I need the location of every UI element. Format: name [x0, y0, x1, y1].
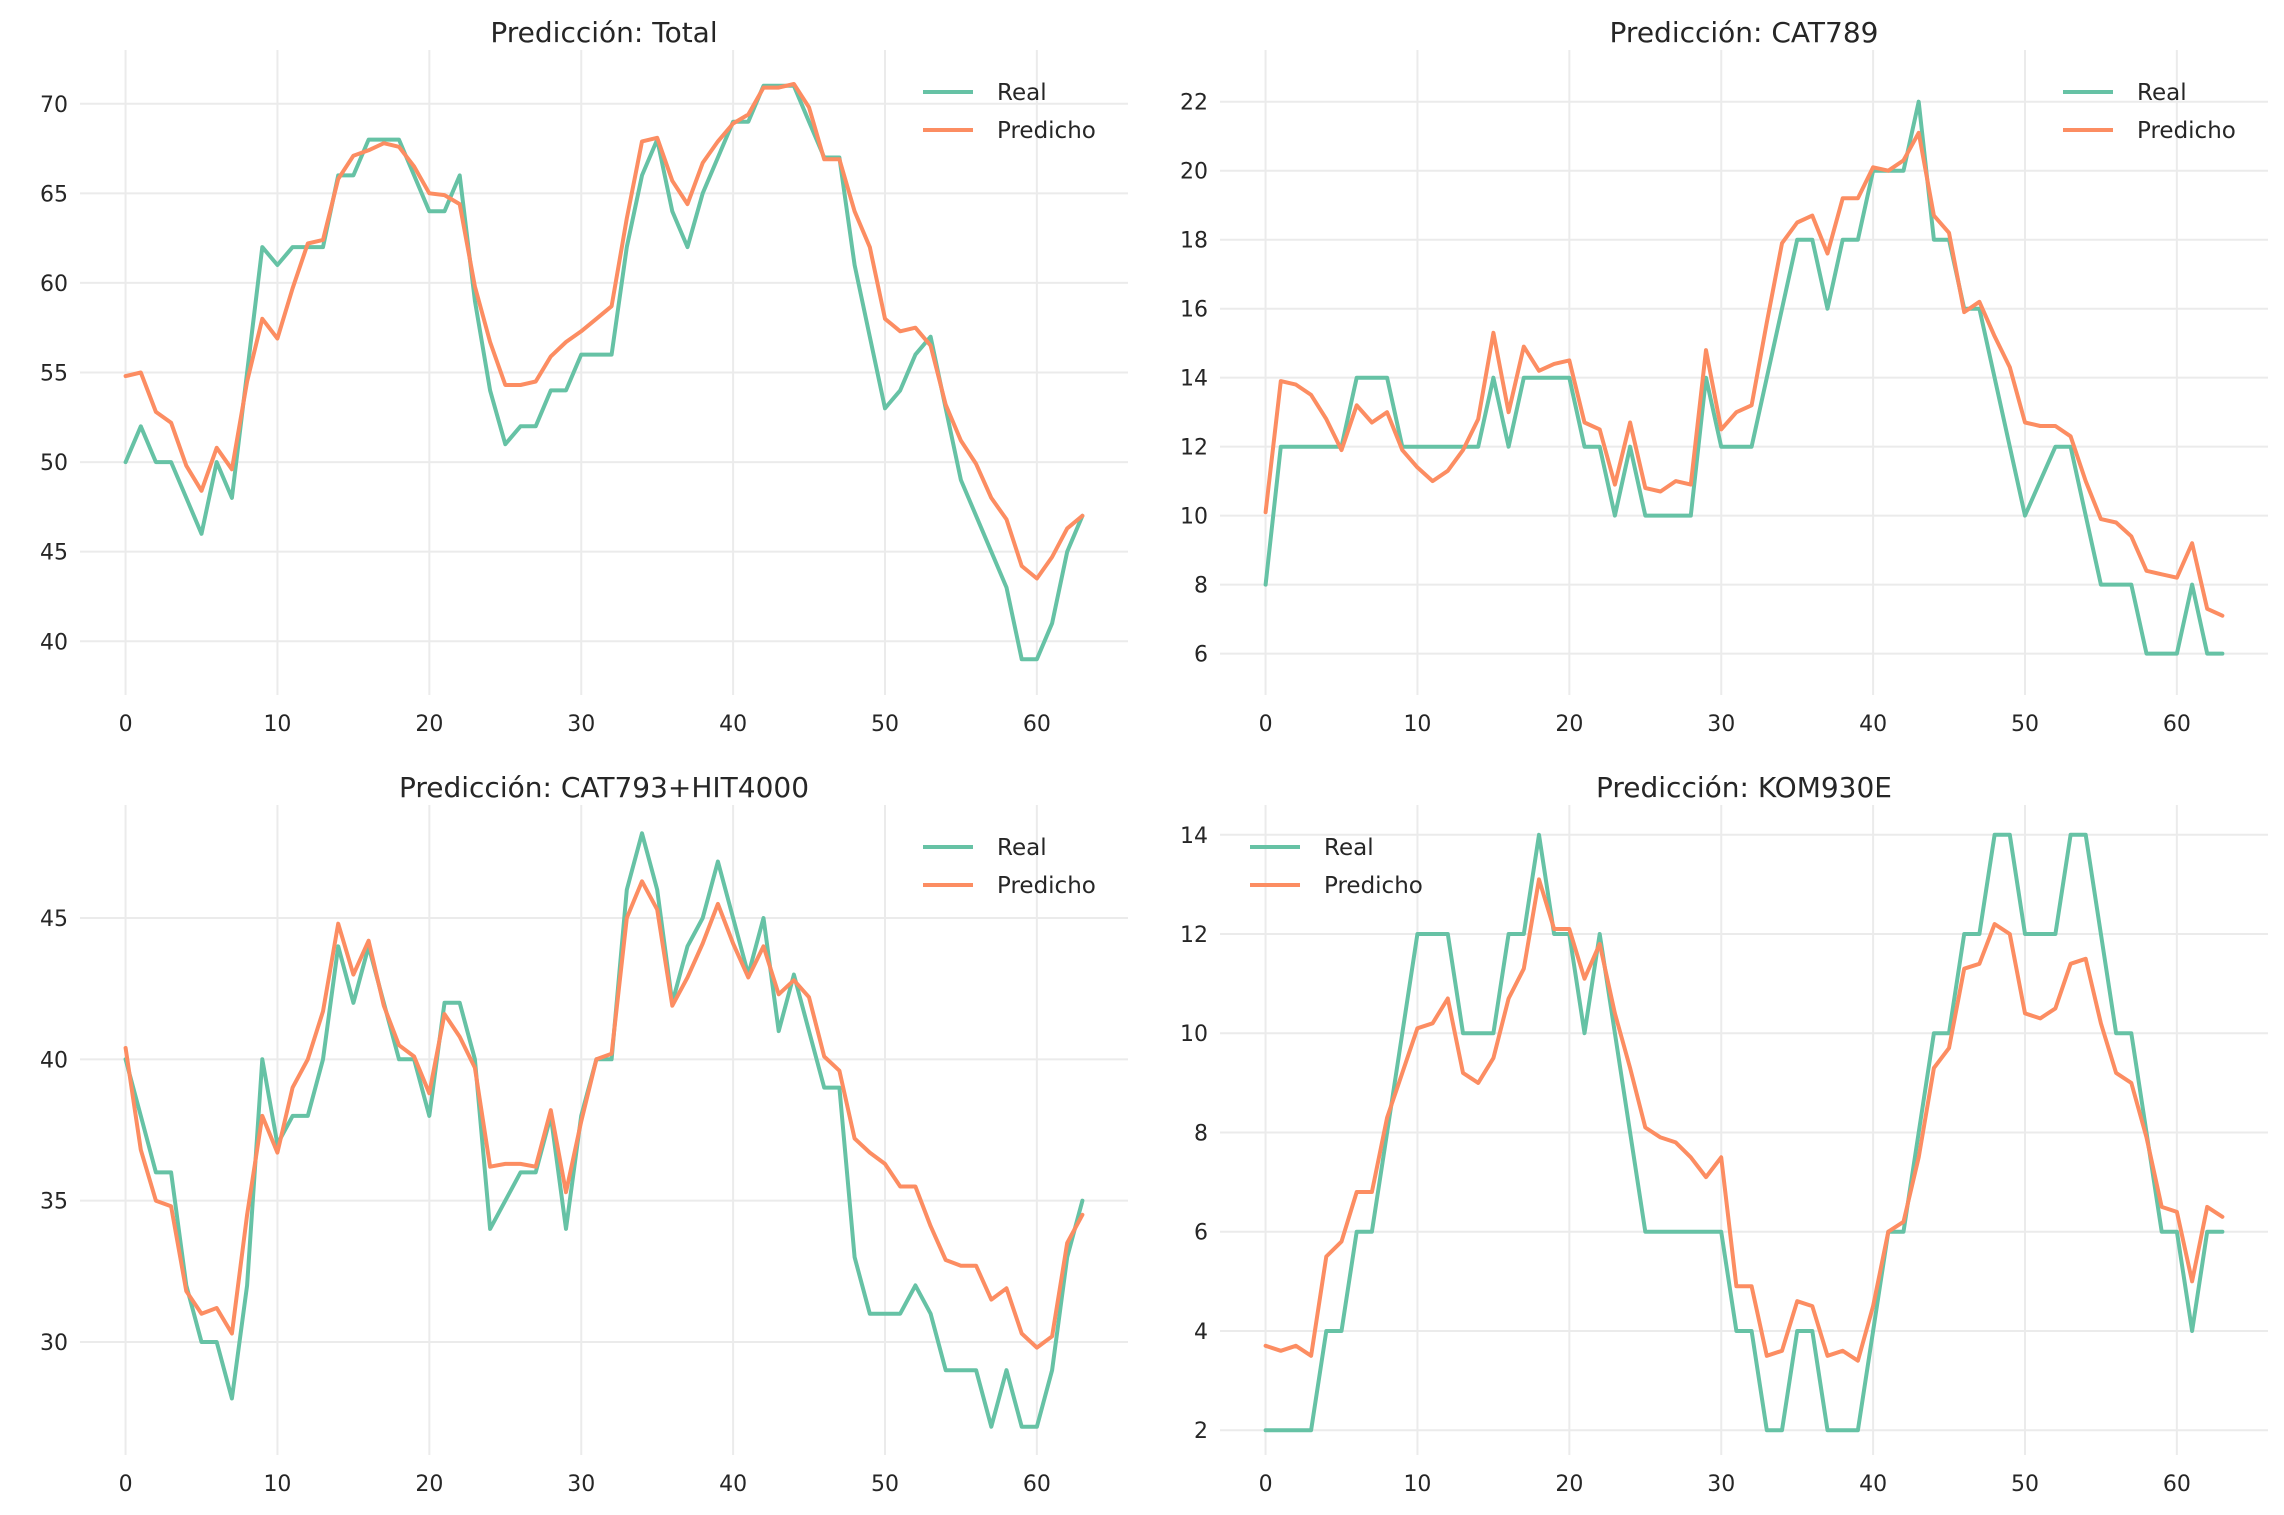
x-tick-label: 10 [1403, 1472, 1431, 1497]
y-tick-label: 65 [40, 182, 68, 207]
x-tick-label: 20 [1555, 1472, 1583, 1497]
x-tick-label: 30 [1707, 1472, 1735, 1497]
x-tick-label: 0 [1259, 1472, 1273, 1497]
x-tick-label: 60 [1023, 712, 1051, 737]
series-line-real [1263, 832, 2225, 1433]
x-tick-label: 40 [1859, 1472, 1887, 1497]
x-tick-label: 10 [263, 712, 291, 737]
chart-title: Predicción: CAT789 [1610, 16, 1879, 49]
legend-label: Predicho [997, 873, 1096, 899]
y-tick-label: 40 [40, 1048, 68, 1073]
chart-title: Predicción: CAT793+HIT4000 [399, 771, 809, 804]
legend: Real Predicho [2063, 80, 2236, 144]
legend-label: Real [997, 80, 1047, 106]
x-tick-label: 50 [2011, 712, 2039, 737]
x-tick-label: 60 [1023, 1472, 1051, 1497]
legend: Real Predicho [923, 80, 1096, 144]
y-tick-label: 2 [1194, 1419, 1208, 1444]
x-tick-label: 30 [1707, 712, 1735, 737]
y-tick-label: 14 [1180, 367, 1208, 392]
series-line-predicho [123, 879, 1085, 1350]
legend-label: Predicho [2137, 118, 2236, 144]
chart-title: Predicción: KOM930E [1596, 771, 1892, 804]
x-tick-label: 20 [415, 712, 443, 737]
y-tick-label: 22 [1180, 91, 1208, 116]
y-tick-label: 20 [1180, 160, 1208, 185]
x-tick-label: 40 [1859, 712, 1887, 737]
x-tick-label: 30 [567, 1472, 595, 1497]
y-tick-label: 70 [40, 93, 68, 118]
y-tick-label: 10 [1180, 505, 1208, 530]
y-tick-label: 8 [1194, 574, 1208, 599]
legend: Real Predicho [923, 835, 1096, 899]
y-tick-label: 12 [1180, 436, 1208, 461]
chart-title: Predicción: Total [490, 16, 717, 49]
series-line-predicho [1263, 130, 2225, 618]
x-tick-label: 0 [1259, 712, 1273, 737]
series-line-predicho [123, 82, 1085, 581]
y-tick-label: 30 [40, 1331, 68, 1356]
x-tick-label: 20 [415, 1472, 443, 1497]
chart-panel-2: 0 10 20 30 40 50 60 30 35 40 45 Predicción: CAT793+… [40, 771, 1128, 1497]
x-tick-label: 40 [719, 1472, 747, 1497]
series-line-real [1263, 99, 2225, 656]
y-tick-label: 16 [1180, 298, 1208, 323]
x-tick-label: 50 [871, 712, 899, 737]
x-tick-label: 60 [2163, 1472, 2191, 1497]
y-tick-label: 45 [40, 907, 68, 932]
series-line-predicho [1263, 877, 2225, 1363]
y-tick-label: 8 [1194, 1121, 1208, 1146]
series-line-real [123, 83, 1085, 662]
y-tick-label: 18 [1180, 229, 1208, 254]
y-tick-label: 6 [1194, 643, 1208, 668]
y-tick-label: 6 [1194, 1221, 1208, 1246]
y-tick-label: 50 [40, 451, 68, 476]
chart-panel-0: 0 10 20 30 40 50 60 40 45 50 55 60 65 70 Predicción: T… [40, 16, 1128, 737]
x-tick-label: 50 [871, 1472, 899, 1497]
y-tick-label: 4 [1194, 1320, 1208, 1345]
y-tick-label: 55 [40, 362, 68, 387]
x-tick-label: 60 [2163, 712, 2191, 737]
legend-label: Real [2137, 80, 2187, 106]
y-tick-label: 10 [1180, 1022, 1208, 1047]
legend: Real Predicho [1250, 835, 1423, 899]
y-tick-label: 40 [40, 630, 68, 655]
x-tick-label: 40 [719, 712, 747, 737]
y-tick-label: 60 [40, 272, 68, 297]
x-tick-label: 50 [2011, 1472, 2039, 1497]
y-tick-label: 12 [1180, 923, 1208, 948]
y-tick-label: 14 [1180, 824, 1208, 849]
x-tick-label: 30 [567, 712, 595, 737]
x-tick-label: 20 [1555, 712, 1583, 737]
legend-label: Predicho [997, 118, 1096, 144]
x-tick-label: 10 [1403, 712, 1431, 737]
x-tick-label: 10 [263, 1472, 291, 1497]
legend-label: Predicho [1324, 873, 1423, 899]
legend-label: Real [997, 835, 1047, 861]
legend-label: Real [1324, 835, 1374, 861]
x-tick-label: 0 [119, 712, 133, 737]
series-line-real [123, 831, 1085, 1429]
y-tick-label: 45 [40, 541, 68, 566]
y-tick-label: 35 [40, 1190, 68, 1215]
chart-panel-3: 0 10 20 30 40 50 60 2 4 6 8 10 12 14 Predicción: KOM93… [1180, 771, 2268, 1497]
x-tick-label: 0 [119, 1472, 133, 1497]
chart-panel-1: 0 10 20 30 40 50 60 6 8 10 12 14 16 18 20 22 Predicción:… [1180, 16, 2268, 737]
